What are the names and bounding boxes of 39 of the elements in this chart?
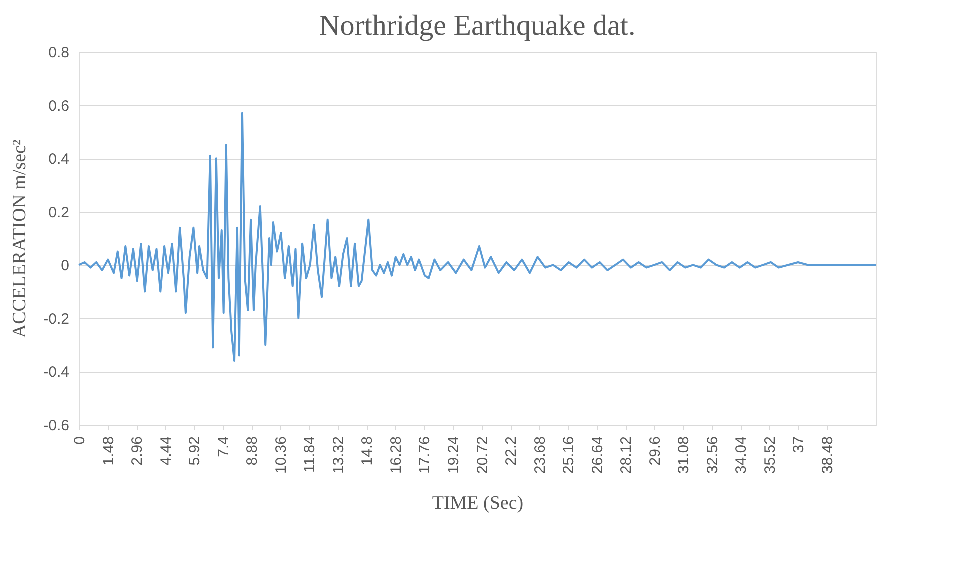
y-tick-label: -0.2 bbox=[44, 310, 70, 328]
x-tick-label: 17.76 bbox=[416, 436, 434, 474]
x-tick-label: 4.44 bbox=[158, 436, 175, 466]
x-tick-label: 10.36 bbox=[272, 436, 290, 474]
y-tick-label: 0.6 bbox=[48, 98, 70, 115]
x-tick-label: 28.12 bbox=[618, 436, 636, 474]
x-tick-label: 31.08 bbox=[676, 436, 693, 474]
x-tick-label: 14.8 bbox=[359, 436, 376, 466]
x-tick-label: 23.68 bbox=[532, 436, 549, 474]
x-tick-label: 37 bbox=[790, 436, 808, 454]
y-tick-label: -0.6 bbox=[44, 418, 70, 434]
x-tick-label: 19.24 bbox=[446, 436, 463, 474]
line-series bbox=[78, 112, 877, 362]
x-tick-label: 35.52 bbox=[762, 436, 779, 474]
x-tick-label: 22.2 bbox=[503, 436, 520, 466]
x-tick-label: 8.88 bbox=[244, 436, 262, 466]
y-axis-title: ACCELERATION m/sec² bbox=[10, 140, 31, 338]
x-tick-label: 25.16 bbox=[560, 436, 578, 474]
x-tick-label: 26.64 bbox=[589, 436, 606, 474]
x-tick-label: 32.56 bbox=[704, 436, 722, 474]
y-tick-label: -0.4 bbox=[44, 364, 70, 382]
x-tick-label: 13.32 bbox=[330, 436, 348, 474]
y-tick-label: 0.8 bbox=[48, 44, 70, 62]
x-tick-label: 1.48 bbox=[100, 436, 118, 466]
y-tick-label: 0 bbox=[61, 258, 70, 275]
x-tick-label: 7.4 bbox=[215, 436, 232, 458]
y-tick-label: 0.4 bbox=[48, 151, 70, 168]
x-tick-label: 34.04 bbox=[733, 436, 750, 474]
x-tick-label: 11.84 bbox=[302, 436, 319, 473]
x-tick-label: 16.28 bbox=[388, 436, 405, 474]
x-tick-label: 29.6 bbox=[646, 436, 664, 466]
x-tick-label: 0 bbox=[72, 436, 88, 445]
x-tick-label: 2.96 bbox=[129, 436, 146, 466]
y-tick-label: 0.2 bbox=[48, 204, 70, 222]
x-tick-label: 20.72 bbox=[474, 436, 492, 474]
x-axis-title: TIME (Sec) bbox=[432, 493, 524, 514]
x-tick-label: 38.48 bbox=[820, 436, 837, 474]
x-tick-label: 5.92 bbox=[186, 436, 204, 466]
chart-title: Northridge Earthquake dat. bbox=[319, 10, 636, 42]
